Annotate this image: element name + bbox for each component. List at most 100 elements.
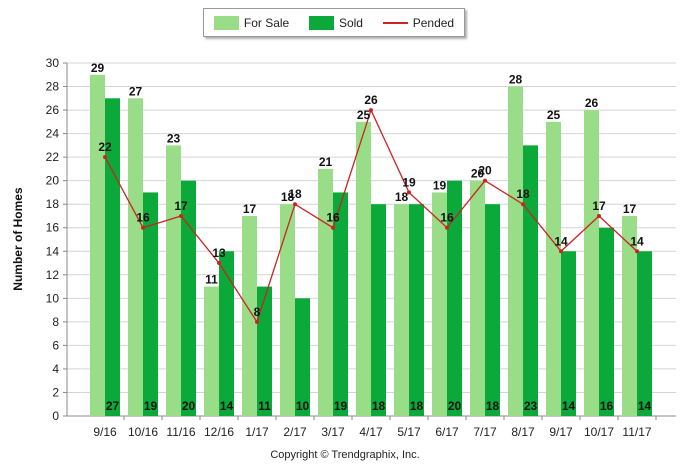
bar-for-sale bbox=[242, 215, 257, 416]
y-tick-label: 20 bbox=[46, 174, 60, 188]
bar-sold bbox=[637, 251, 652, 416]
y-tick-label: 22 bbox=[46, 150, 60, 164]
data-label-for-sale: 25 bbox=[357, 108, 371, 122]
data-label-for-sale: 23 bbox=[167, 131, 181, 145]
legend-label-for-sale: For Sale bbox=[243, 15, 290, 30]
x-tick-label: 10/16 bbox=[128, 425, 158, 439]
point-pended bbox=[141, 225, 145, 230]
y-tick-label: 28 bbox=[46, 80, 60, 94]
x-tick-label: 7/17 bbox=[473, 425, 497, 439]
data-label-sold: 16 bbox=[600, 399, 614, 413]
data-label-for-sale: 25 bbox=[547, 108, 561, 122]
bar-sold bbox=[257, 286, 272, 416]
legend-label-sold: Sold bbox=[338, 15, 363, 30]
y-tick-label: 12 bbox=[46, 268, 60, 282]
data-label-sold: 19 bbox=[144, 399, 158, 413]
legend: For Sale Sold Pended bbox=[203, 8, 465, 37]
data-label-sold: 27 bbox=[106, 399, 120, 413]
data-label-for-sale: 29 bbox=[91, 61, 105, 75]
data-label-sold: 20 bbox=[448, 399, 462, 413]
data-label-for-sale: 17 bbox=[243, 202, 257, 216]
bar-for-sale bbox=[508, 86, 523, 417]
bar-for-sale bbox=[622, 215, 637, 416]
point-pended bbox=[597, 213, 601, 218]
x-tick-label: 9/16 bbox=[93, 425, 117, 439]
data-label-pended: 14 bbox=[554, 234, 568, 248]
data-label-for-sale: 11 bbox=[205, 273, 218, 287]
point-pended bbox=[483, 178, 487, 183]
legend-label-pended: Pended bbox=[412, 15, 455, 30]
point-pended bbox=[559, 249, 563, 254]
data-label-sold: 18 bbox=[372, 399, 386, 413]
y-tick-label: 26 bbox=[46, 103, 60, 117]
point-pended bbox=[369, 108, 373, 113]
data-label-sold: 11 bbox=[258, 399, 271, 413]
bar-sold bbox=[295, 298, 310, 416]
data-label-pended: 17 bbox=[174, 199, 188, 213]
data-label-pended: 8 bbox=[254, 305, 261, 319]
copyright-footer: Copyright © Trendgraphix, Inc. bbox=[270, 449, 420, 461]
data-label-pended: 20 bbox=[478, 164, 492, 178]
data-label-sold: 14 bbox=[638, 399, 652, 413]
y-tick-label: 2 bbox=[52, 385, 59, 399]
bar-for-sale bbox=[584, 110, 599, 417]
data-label-pended: 18 bbox=[516, 187, 530, 201]
bar-for-sale bbox=[470, 180, 485, 416]
data-label-sold: 23 bbox=[524, 399, 538, 413]
bar-for-sale bbox=[166, 145, 181, 416]
bar-for-sale bbox=[90, 74, 105, 417]
x-tick-label: 8/17 bbox=[511, 425, 535, 439]
x-tick-label: 11/16 bbox=[166, 425, 195, 439]
y-tick-label: 4 bbox=[52, 362, 59, 376]
y-tick-label: 6 bbox=[52, 338, 59, 352]
data-label-pended: 16 bbox=[440, 211, 454, 225]
data-label-pended: 13 bbox=[212, 246, 226, 260]
legend-swatch-sold bbox=[308, 15, 334, 30]
data-label-for-sale: 18 bbox=[281, 190, 295, 204]
point-pended bbox=[217, 261, 221, 266]
bar-sold bbox=[333, 192, 348, 416]
bar-sold bbox=[485, 204, 500, 416]
y-axis-title: Number of Homes bbox=[11, 187, 25, 291]
bar-sold bbox=[561, 251, 576, 416]
bar-sold bbox=[409, 204, 424, 416]
y-tick-label: 14 bbox=[46, 244, 60, 258]
data-label-for-sale: 18 bbox=[395, 190, 409, 204]
y-tick-label: 18 bbox=[46, 197, 60, 211]
y-tick-label: 8 bbox=[52, 315, 59, 329]
data-label-for-sale: 17 bbox=[623, 202, 637, 216]
data-label-sold: 20 bbox=[182, 399, 196, 413]
bar-for-sale bbox=[280, 204, 295, 416]
data-label-pended: 16 bbox=[136, 211, 150, 225]
data-label-for-sale: 19 bbox=[433, 178, 447, 192]
data-label-pended: 22 bbox=[98, 140, 112, 154]
bar-sold bbox=[219, 251, 234, 416]
data-label-sold: 19 bbox=[334, 399, 348, 413]
legend-item-sold: Sold bbox=[308, 15, 363, 30]
point-pended bbox=[445, 225, 449, 230]
bar-for-sale bbox=[356, 121, 371, 416]
data-label-for-sale: 27 bbox=[129, 84, 143, 98]
bar-sold bbox=[181, 180, 196, 416]
x-tick-label: 5/17 bbox=[397, 425, 421, 439]
bar-sold bbox=[143, 192, 158, 416]
x-tick-label: 6/17 bbox=[435, 425, 459, 439]
y-tick-label: 30 bbox=[46, 56, 60, 70]
data-label-pended: 16 bbox=[326, 211, 340, 225]
x-tick-label: 4/17 bbox=[359, 425, 383, 439]
y-tick-label: 24 bbox=[46, 127, 60, 141]
data-label-sold: 14 bbox=[562, 399, 576, 413]
data-label-for-sale: 28 bbox=[509, 73, 523, 87]
point-pended bbox=[407, 190, 411, 195]
x-tick-label: 9/17 bbox=[549, 425, 573, 439]
x-tick-label: 11/17 bbox=[622, 425, 651, 439]
x-tick-label: 10/17 bbox=[584, 425, 614, 439]
bar-for-sale bbox=[128, 98, 143, 417]
point-pended bbox=[521, 202, 525, 207]
data-label-sold: 18 bbox=[486, 399, 500, 413]
data-label-pended: 19 bbox=[402, 175, 416, 189]
legend-item-pended: Pended bbox=[382, 15, 455, 30]
x-tick-label: 2/17 bbox=[283, 425, 307, 439]
data-label-for-sale: 21 bbox=[319, 155, 333, 169]
data-label-for-sale: 26 bbox=[585, 96, 599, 110]
